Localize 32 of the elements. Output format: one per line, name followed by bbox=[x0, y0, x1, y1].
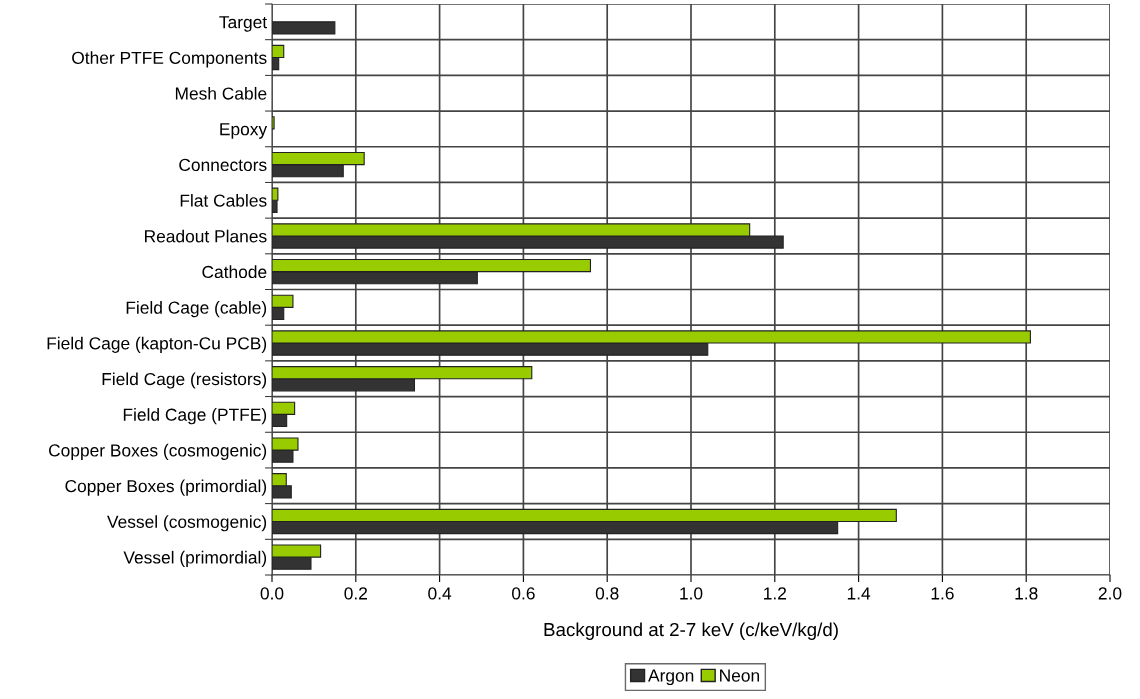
x-axis-title: Background at 2-7 keV (c/keV/kg/d) bbox=[544, 622, 838, 640]
y-tick-label: Field Cage (kapton-Cu PCB) bbox=[47, 336, 267, 353]
y-tick-label: Field Cage (resistors) bbox=[102, 372, 267, 389]
x-tick-label: 2.0 bbox=[1098, 587, 1122, 600]
x-tick-label: 0.8 bbox=[595, 587, 619, 600]
x-tick-label: 0.4 bbox=[428, 587, 452, 600]
legend-label: Argon bbox=[648, 669, 694, 686]
y-tick-label: Field Cage (PTFE) bbox=[123, 408, 267, 425]
x-tick-label: 0.2 bbox=[344, 587, 367, 600]
y-tick-label: Mesh Cable bbox=[175, 86, 267, 100]
y-tick-label: Copper Boxes (primordial) bbox=[65, 479, 267, 496]
y-tick-label: Cathode bbox=[202, 265, 267, 279]
x-tick-label: 1.8 bbox=[1015, 587, 1038, 600]
x-tick-label: 1.0 bbox=[680, 587, 703, 600]
x-tick-label: 1.2 bbox=[764, 587, 786, 600]
y-tick-label: Target bbox=[219, 16, 268, 32]
y-tick-label: Vessel (cosmogenic) bbox=[107, 515, 267, 532]
y-tick-label: Field Cage (cable) bbox=[126, 301, 267, 318]
x-tick-label: 0.0 bbox=[260, 587, 284, 600]
y-tick-label: Copper Boxes (cosmogenic) bbox=[48, 443, 267, 460]
y-tick-label: Readout Planes bbox=[145, 229, 267, 243]
bar bbox=[272, 21, 336, 35]
legend-label: Neon bbox=[720, 669, 760, 682]
x-tick-label: 1.6 bbox=[931, 587, 954, 600]
x-tick-label: 1.4 bbox=[847, 587, 871, 600]
y-tick-label: Flat Cables bbox=[180, 193, 267, 207]
bar bbox=[272, 116, 275, 130]
y-tick-label: Epoxy bbox=[220, 123, 268, 139]
x-tick-label: 0.6 bbox=[512, 587, 535, 600]
y-tick-label: Other PTFE Components bbox=[72, 51, 267, 68]
y-tick-label: Connectors bbox=[179, 158, 267, 172]
y-tick-label: Vessel (primordial) bbox=[123, 550, 267, 568]
